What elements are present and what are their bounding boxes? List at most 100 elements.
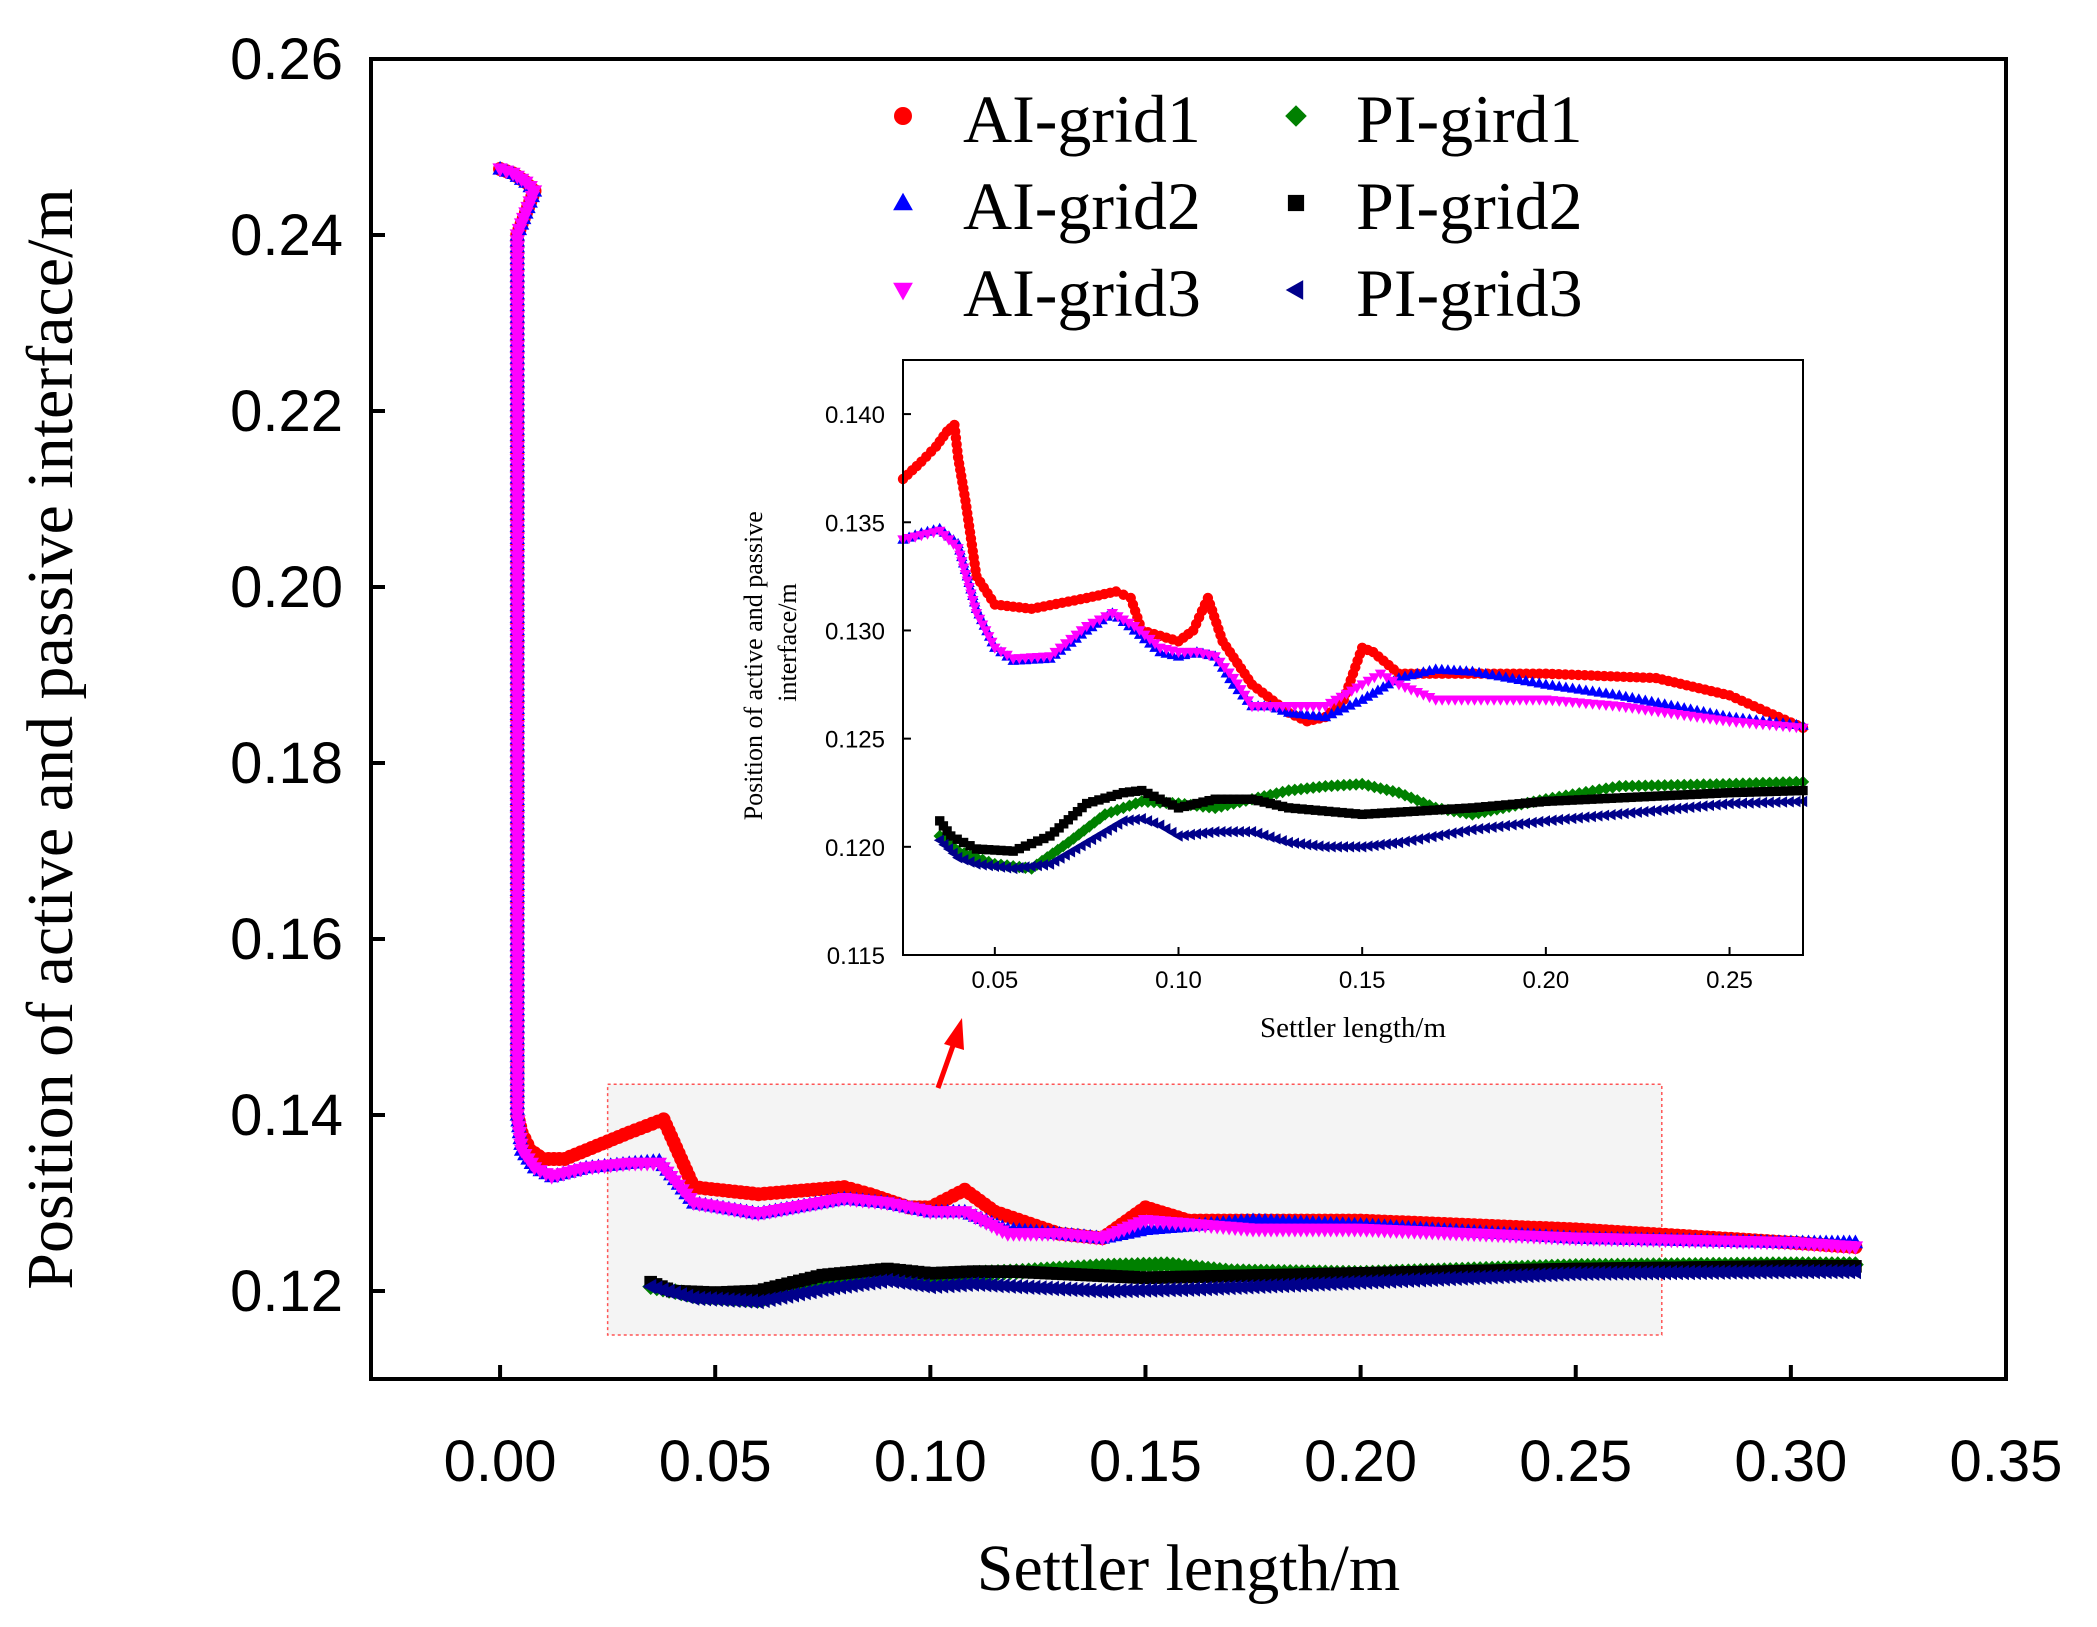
data-point	[1382, 678, 1395, 689]
y-tick-label: 0.140	[825, 402, 885, 429]
data-point	[986, 637, 998, 648]
inset-chart: 0.05 0.10 0.15 0.20 0.25 0.115 0.120 0.125 0.130…	[739, 359, 1810, 1044]
data-point	[1638, 805, 1649, 818]
data-point	[1690, 778, 1704, 791]
data-point	[970, 609, 983, 620]
y-tick-label: 0.22	[230, 379, 343, 444]
data-point	[1697, 800, 1708, 812]
legend-label: AI-grid2	[963, 168, 1201, 244]
data-point	[1325, 841, 1336, 853]
data-point	[1380, 838, 1391, 850]
data-point	[1652, 791, 1663, 801]
data-point	[1252, 827, 1263, 840]
data-point	[1100, 793, 1110, 803]
data-point	[938, 821, 949, 831]
data-point	[968, 602, 981, 613]
data-point	[996, 1278, 1010, 1294]
data-point	[1717, 798, 1728, 810]
data-point	[1480, 667, 1492, 679]
data-point	[983, 1277, 998, 1293]
data-point	[1433, 829, 1444, 842]
data-point	[1723, 777, 1736, 791]
data-point	[1671, 700, 1684, 711]
zoom-arrow-head-icon	[944, 1018, 964, 1050]
data-point	[1317, 806, 1327, 816]
data-point	[1033, 836, 1043, 846]
data-point	[1506, 672, 1519, 683]
data-point	[844, 1277, 858, 1293]
data-point	[967, 596, 979, 607]
data-point	[1554, 796, 1564, 806]
data-point	[1459, 825, 1470, 837]
data-point	[1282, 784, 1295, 797]
x-tick-label: 0.15	[1089, 1429, 1202, 1494]
data-point	[983, 632, 995, 643]
data-point	[1362, 779, 1375, 792]
legend-label: PI-grid3	[1356, 255, 1583, 331]
data-point	[1019, 861, 1030, 873]
data-point	[928, 1278, 943, 1294]
data-point	[1466, 665, 1479, 676]
data-point	[1241, 794, 1251, 804]
data-point	[1750, 797, 1761, 809]
data-point	[1344, 699, 1356, 710]
data-point	[982, 859, 993, 872]
y-tick-label: 0.115	[827, 943, 885, 970]
data-point	[773, 1289, 788, 1305]
data-point	[959, 570, 972, 581]
data-point	[1632, 779, 1645, 793]
legend-item: AI-grid3	[893, 255, 1201, 331]
x-tick-label: 0.25	[1706, 967, 1753, 994]
data-point	[1356, 841, 1367, 853]
data-point	[1106, 791, 1116, 802]
data-point	[1664, 803, 1675, 815]
data-point	[1337, 841, 1348, 853]
data-point	[963, 583, 975, 594]
data-point	[1100, 612, 1112, 623]
data-point	[1013, 862, 1024, 874]
series-AI-grid3	[492, 163, 1864, 1255]
data-point	[1572, 812, 1583, 824]
data-point	[1606, 793, 1617, 803]
legend-item: PI-grid3	[1285, 255, 1583, 331]
data-point	[832, 1279, 846, 1295]
data-point	[1730, 777, 1743, 791]
data-point	[1081, 622, 1093, 633]
data-point	[1419, 832, 1430, 844]
data-point	[1210, 794, 1220, 804]
data-point	[1560, 681, 1572, 692]
data-point	[1750, 777, 1763, 790]
data-point	[1276, 835, 1287, 847]
data-point	[1605, 809, 1616, 821]
data-point	[1730, 797, 1741, 810]
data-point	[1186, 800, 1196, 810]
data-point	[973, 614, 986, 625]
data-point	[1331, 841, 1342, 853]
data-point	[1386, 837, 1397, 849]
data-point	[951, 844, 965, 858]
data-point	[1247, 794, 1257, 804]
data-point	[1428, 805, 1439, 815]
main-data-series	[492, 160, 1864, 1310]
data-point	[1724, 788, 1735, 798]
data-point	[1593, 794, 1604, 804]
data-point	[1690, 800, 1701, 813]
data-point	[1553, 813, 1564, 826]
data-point	[879, 1272, 893, 1289]
data-point	[1235, 794, 1245, 804]
data-point	[1534, 797, 1544, 807]
data-point	[1413, 833, 1424, 845]
main-plot-frame	[369, 57, 2008, 1381]
data-point	[1167, 800, 1178, 810]
data-point	[1580, 684, 1592, 695]
data-point	[1658, 804, 1669, 816]
data-point	[1223, 668, 1235, 679]
data-point	[1337, 778, 1351, 792]
legend-label: AI-grid3	[963, 255, 1201, 331]
data-point	[1658, 779, 1671, 792]
series-AI-grid1	[897, 419, 1809, 734]
legend-item: PI-gird1	[1285, 81, 1583, 157]
data-point	[1625, 807, 1636, 819]
data-point	[1736, 777, 1750, 790]
